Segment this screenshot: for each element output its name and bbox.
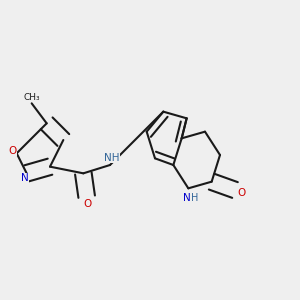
Text: O: O [83,199,92,209]
Text: CH₃: CH₃ [23,93,40,102]
Text: O: O [8,146,17,156]
Text: O: O [237,188,245,198]
Text: NH: NH [104,153,119,163]
Text: N: N [183,193,190,203]
Text: H: H [190,193,198,203]
Text: N: N [21,173,29,183]
